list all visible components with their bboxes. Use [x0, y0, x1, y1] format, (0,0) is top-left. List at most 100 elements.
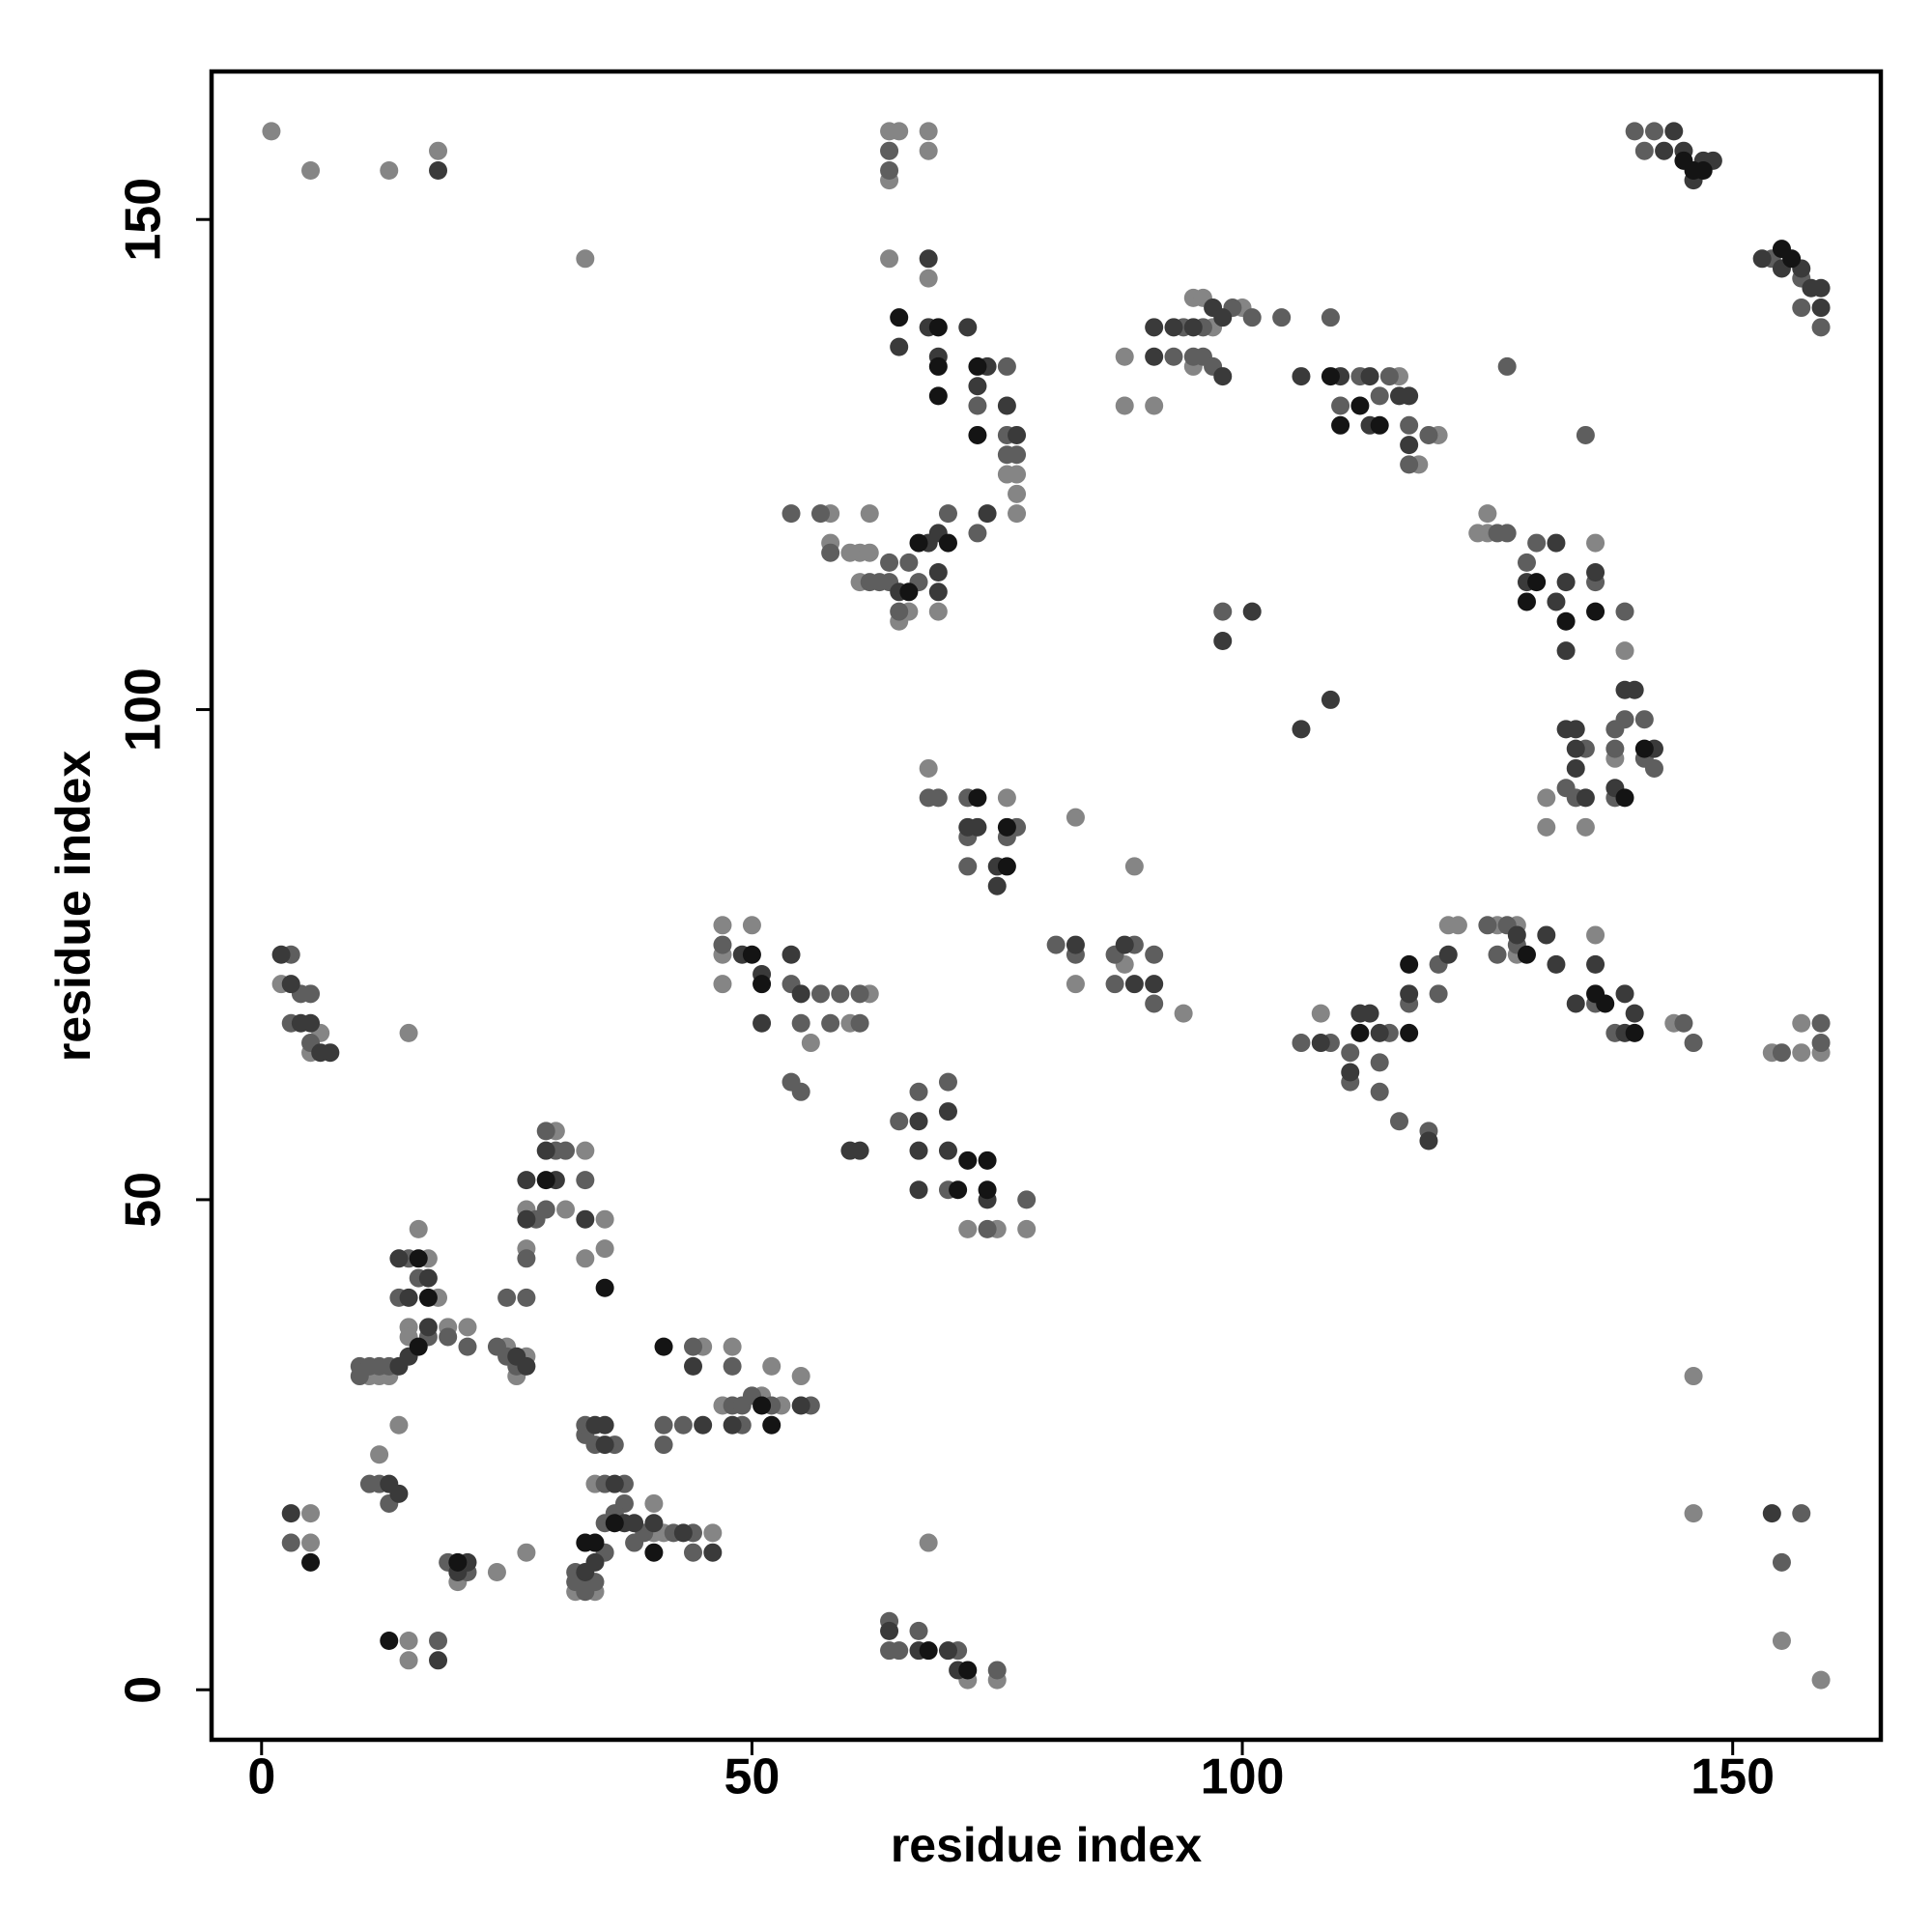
point — [781, 504, 801, 524]
point — [968, 425, 987, 444]
point — [281, 975, 300, 994]
point — [418, 1318, 438, 1337]
point — [1350, 396, 1370, 415]
point — [1537, 925, 1556, 945]
point — [978, 1180, 997, 1200]
point — [1183, 318, 1203, 337]
point — [1615, 984, 1634, 1004]
point — [673, 1523, 693, 1543]
point — [850, 984, 869, 1004]
point — [997, 465, 1016, 484]
point — [1556, 641, 1576, 661]
point — [1547, 592, 1566, 611]
point — [1674, 1013, 1693, 1033]
point — [321, 1043, 340, 1063]
point — [938, 504, 957, 524]
point — [1556, 611, 1576, 631]
point — [389, 1484, 409, 1503]
point — [890, 1641, 909, 1661]
point — [1792, 1504, 1811, 1523]
point — [1684, 1034, 1703, 1053]
point — [753, 975, 772, 994]
point — [1389, 1112, 1408, 1131]
point — [1065, 808, 1085, 827]
point — [1213, 308, 1233, 327]
point — [880, 160, 899, 180]
point — [1370, 415, 1389, 435]
point — [1213, 602, 1233, 621]
y-tick-label: 0 — [116, 1676, 172, 1704]
point — [409, 1219, 428, 1238]
point — [968, 817, 987, 837]
point — [949, 1180, 968, 1200]
point — [968, 788, 987, 808]
point — [1586, 954, 1605, 974]
point — [791, 1082, 810, 1101]
point — [791, 1367, 810, 1386]
point — [429, 1651, 448, 1670]
point — [890, 337, 909, 356]
point — [1145, 347, 1164, 366]
point — [1762, 1504, 1781, 1523]
point — [1321, 308, 1340, 327]
point — [1341, 1043, 1360, 1063]
point — [1370, 386, 1389, 406]
point — [644, 1493, 664, 1513]
y-tick-label: 50 — [116, 1172, 172, 1228]
point — [1017, 1219, 1037, 1238]
point — [1596, 994, 1615, 1013]
point — [605, 1474, 624, 1493]
point — [1566, 758, 1585, 778]
point — [644, 1514, 664, 1533]
point — [1370, 1023, 1389, 1042]
point — [1625, 1023, 1644, 1042]
point — [301, 1552, 321, 1572]
point — [576, 1209, 595, 1229]
point — [1556, 720, 1576, 739]
point — [556, 1141, 576, 1160]
point — [850, 1013, 869, 1033]
point — [713, 975, 732, 994]
point — [860, 543, 879, 562]
point — [928, 602, 948, 621]
point — [1321, 367, 1340, 386]
point — [694, 1415, 713, 1435]
point — [1145, 318, 1164, 337]
point — [997, 788, 1016, 808]
point — [625, 1514, 644, 1533]
point — [536, 1171, 555, 1190]
point — [938, 1141, 957, 1160]
point — [1400, 386, 1419, 406]
point — [595, 1209, 614, 1229]
point — [1448, 916, 1467, 935]
point — [968, 396, 987, 415]
point — [673, 1415, 693, 1435]
point — [1811, 278, 1831, 298]
point — [938, 1641, 957, 1661]
point — [1341, 1063, 1360, 1082]
point — [968, 524, 987, 543]
point — [1400, 954, 1419, 974]
point — [389, 1249, 409, 1268]
point — [1693, 160, 1713, 180]
point — [1115, 935, 1134, 954]
point — [517, 1356, 536, 1376]
point — [654, 1415, 673, 1435]
point — [389, 1415, 409, 1435]
point — [821, 543, 840, 562]
point — [1684, 1367, 1703, 1386]
point — [1350, 1023, 1370, 1042]
point — [1292, 367, 1311, 386]
point — [1497, 524, 1517, 543]
point — [517, 1543, 536, 1562]
x-tick-label: 50 — [724, 1749, 780, 1805]
point — [1115, 396, 1134, 415]
point — [801, 1034, 820, 1053]
point — [762, 1356, 781, 1376]
point — [1772, 1043, 1791, 1063]
point — [1772, 1632, 1791, 1651]
point — [1517, 553, 1536, 572]
point — [1634, 710, 1654, 729]
point — [928, 386, 948, 406]
